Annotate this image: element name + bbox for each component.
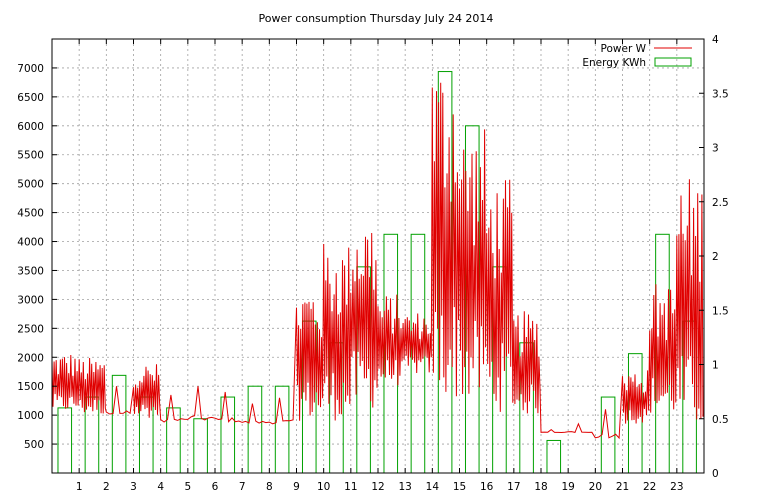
x-tick-label: 8 [266,481,273,493]
x-tick-label: 19 [561,481,574,493]
x-tick-label: 9 [293,481,300,493]
y-left-tick-label: 3000 [17,294,44,306]
y-left-tick-label: 6500 [17,92,44,104]
x-tick-label: 5 [184,481,191,493]
legend-label-power: Power W [601,43,647,55]
x-tick-label: 2 [103,481,110,493]
x-tick-label: 21 [616,481,629,493]
legend-label-energy: Energy KWh [582,57,646,69]
energy-bar [57,407,73,474]
y-left-tick-label: 4000 [17,237,44,249]
x-tick-label: 15 [453,481,466,493]
y-left-tick-label: 7000 [17,63,44,75]
y-left-tick-label: 5500 [17,150,44,162]
x-tick-label: 20 [589,481,602,493]
y-right-tick-label: 2.5 [712,197,729,209]
axes-layer: 500 1000 1500 2000 2500 3000 3500 4000 4500 5000 5… [17,34,728,493]
energy-bar [274,385,290,474]
legend-swatch-energy [654,57,692,67]
x-tick-label: 14 [426,481,440,493]
energy-bar [546,439,562,474]
power-line [51,82,704,440]
energy-bar [193,418,208,474]
y-left-tick-label: 3500 [17,265,44,277]
x-tick-label: 12 [371,481,384,493]
chart-title: Power consumption Thursday July 24 2014 [259,12,494,25]
x-tick-label: 10 [317,481,330,493]
y-right-tick-label: 3.5 [712,88,729,100]
x-tick-label: 23 [670,481,683,493]
grid-layer [52,39,704,473]
y-left-tick-label: 6000 [17,121,44,133]
y-left-tick-label: 1500 [17,381,44,393]
y-right-tick-label: 1 [712,360,719,372]
y-left-tick-label: 5000 [17,179,44,191]
y-right-tick-label: 4 [712,34,719,46]
y-left-tick-label: 2000 [17,352,44,364]
energy-bar [166,407,181,474]
x-tick-label: 17 [507,481,520,493]
y-right-tick-label: 2 [712,251,719,263]
y-left-tick-label: 4500 [17,208,44,220]
y-right-tick-label: 0 [712,468,719,480]
energy-bars-layer [57,71,697,474]
y-left-tick-label: 2500 [17,323,44,335]
power-line-layer [51,82,704,440]
x-tick-label: 11 [344,481,357,493]
x-tick-label: 4 [157,481,164,493]
y-left-tick-label: 500 [24,439,44,451]
x-tick-label: 16 [480,481,494,493]
x-tick-label: 7 [239,481,246,493]
y-left-tick-label: 1000 [17,410,44,422]
x-tick-label: 22 [643,481,656,493]
energy-bar [247,385,263,474]
x-tick-label: 3 [130,481,137,493]
energy-bar [111,374,127,474]
legend: Power W Energy KWh [582,43,692,69]
y-right-tick-label: 0.5 [712,414,729,426]
x-tick-label: 18 [534,481,547,493]
x-tick-label: 1 [76,481,83,493]
y-right-tick-label: 3 [712,143,719,155]
x-tick-label: 6 [212,481,219,493]
y-right-tick-label: 1.5 [712,305,729,317]
x-tick-label: 13 [398,481,411,493]
